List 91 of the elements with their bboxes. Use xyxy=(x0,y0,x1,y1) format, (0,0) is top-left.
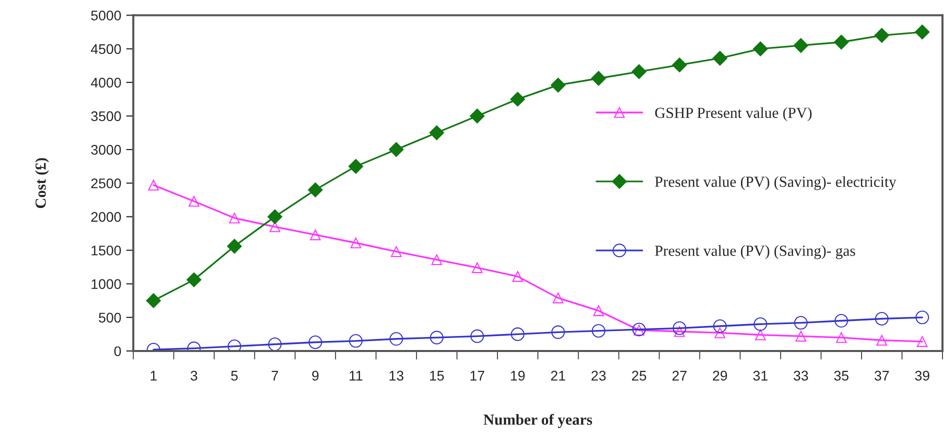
x-tick-label: 29 xyxy=(712,370,728,381)
x-tick-label: 27 xyxy=(672,370,687,380)
y-axis-title: Cost (£) xyxy=(35,158,49,208)
point xyxy=(431,254,442,266)
x-tick-label: 13 xyxy=(390,370,404,381)
x-axis-title: Number of years xyxy=(484,414,592,428)
point xyxy=(674,326,685,337)
point xyxy=(550,78,566,92)
legend-label: Present value (PV) (Saving)- electricity xyxy=(654,176,896,190)
point xyxy=(188,196,200,207)
point xyxy=(593,305,604,316)
point xyxy=(672,321,686,335)
y-tick-label: 4000 xyxy=(90,78,121,88)
x-tick-label: 19 xyxy=(510,370,525,381)
point xyxy=(470,108,485,124)
y-tick-label: 1000 xyxy=(92,279,121,290)
x-tick-label: 17 xyxy=(470,370,484,380)
point xyxy=(148,180,159,191)
y-tick-label: 1500 xyxy=(92,246,121,256)
y-tick-label: 5000 xyxy=(91,10,121,20)
point xyxy=(591,70,606,86)
point xyxy=(228,340,242,351)
point xyxy=(510,327,524,341)
point xyxy=(795,330,806,342)
point xyxy=(834,34,849,50)
point xyxy=(349,334,363,348)
point xyxy=(834,314,848,328)
point xyxy=(512,271,524,282)
point xyxy=(429,125,444,140)
legend-label: GSHP Present value (PV) xyxy=(655,107,812,122)
point xyxy=(632,64,646,80)
x-tick-label: 1 xyxy=(150,370,157,380)
point xyxy=(229,212,240,224)
point xyxy=(268,337,282,351)
point xyxy=(390,332,404,346)
point xyxy=(472,262,483,274)
y-tick-label: 2000 xyxy=(91,212,121,222)
point xyxy=(794,316,808,330)
point xyxy=(915,310,930,324)
legend-label: Present value (PV) (Saving)- gas xyxy=(654,245,856,260)
y-tick-label: 3500 xyxy=(91,111,121,122)
point xyxy=(875,312,889,326)
x-tick-label: 37 xyxy=(874,370,889,381)
y-tick-label: 500 xyxy=(98,312,121,323)
point xyxy=(348,158,364,174)
point xyxy=(836,332,847,343)
x-tick-label: 35 xyxy=(834,370,848,381)
x-tick-label: 31 xyxy=(753,370,768,381)
point xyxy=(914,24,930,40)
point xyxy=(430,330,444,344)
point xyxy=(876,334,888,346)
y-tick-label: 4500 xyxy=(90,44,121,54)
y-tick-label: 0 xyxy=(114,346,121,356)
point xyxy=(510,92,526,107)
point xyxy=(753,41,768,56)
point xyxy=(390,246,402,257)
point xyxy=(310,229,321,240)
point xyxy=(350,237,362,248)
x-tick-label: 25 xyxy=(632,370,646,381)
point xyxy=(754,317,768,331)
point xyxy=(755,329,766,340)
x-tick-label: 11 xyxy=(350,370,362,380)
point xyxy=(874,28,890,43)
x-tick-label: 21 xyxy=(551,370,566,380)
point xyxy=(308,335,322,350)
point xyxy=(672,58,687,72)
point xyxy=(551,325,565,339)
point xyxy=(308,182,323,198)
point xyxy=(388,142,404,157)
x-tick-label: 15 xyxy=(430,370,444,381)
point xyxy=(186,272,202,288)
x-tick-label: 39 xyxy=(915,370,930,381)
x-tick-label: 33 xyxy=(794,370,808,381)
point xyxy=(916,336,928,347)
x-tick-label: 5 xyxy=(231,370,238,381)
y-tick-label: 2500 xyxy=(91,178,121,188)
y-tick-label: 3000 xyxy=(91,144,121,155)
point xyxy=(146,293,161,308)
point xyxy=(713,319,727,333)
point xyxy=(592,324,606,338)
point xyxy=(712,50,728,66)
point xyxy=(470,329,484,343)
point xyxy=(227,238,242,254)
point xyxy=(552,292,564,304)
x-tick-label: 9 xyxy=(312,370,319,381)
point xyxy=(714,327,726,338)
point xyxy=(267,209,282,224)
point xyxy=(793,38,808,53)
x-tick-label: 3 xyxy=(190,370,198,381)
x-tick-label: 7 xyxy=(272,370,278,380)
x-tick-label: 23 xyxy=(592,370,606,381)
